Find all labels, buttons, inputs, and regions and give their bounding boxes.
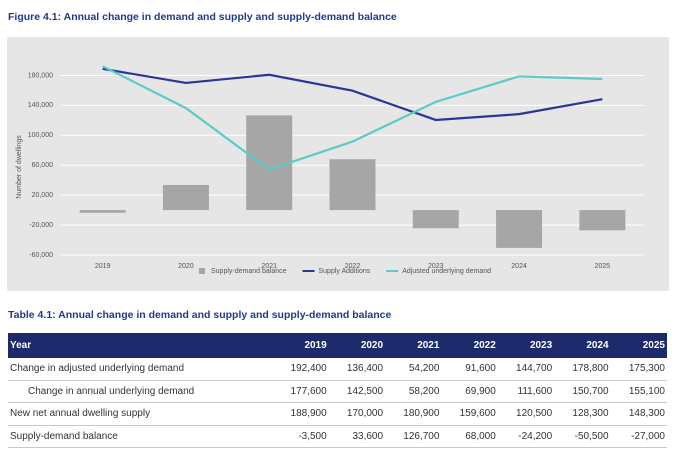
x-tick-label: 2025: [595, 263, 611, 270]
header-cell: 2020: [328, 333, 386, 358]
table-row: Change in annual underlying demand 177,60…: [8, 380, 667, 403]
table-cell: 180,900: [385, 402, 442, 426]
header-cell: 2023: [497, 333, 555, 358]
table-cell: 69,900: [441, 380, 498, 403]
table-row: Change in adjusted underlying demand 192,…: [8, 358, 667, 381]
table-cell: Change in annual underlying demand: [8, 380, 273, 403]
table-cell: 175,300: [610, 358, 667, 381]
table-cell: 120,500: [497, 402, 555, 426]
table-cell: 148,300: [610, 402, 667, 426]
line: [102, 67, 603, 122]
legend-label: Adjusted underlying demand: [402, 268, 491, 275]
table-cell: 188,900: [272, 402, 329, 426]
table-cell: 159,600: [441, 402, 498, 426]
table-cell: Supply-demand balance: [8, 425, 273, 448]
table-cell: 54,200: [385, 358, 442, 381]
y-tick-label: 140,000: [28, 102, 53, 109]
table-cell: 126,700: [385, 425, 442, 448]
x-tick-label: 2020: [178, 263, 194, 270]
bar: [329, 159, 376, 211]
table-header: Year 2019 2020 2021 2022 2023 2024 2025: [8, 333, 667, 358]
y-tick-label: 20,000: [32, 192, 54, 199]
table-cell: 192,400: [272, 358, 329, 381]
table-row: New net annual dwelling supply 188,900 170…: [8, 402, 667, 426]
table-cell: 58,200: [385, 380, 442, 403]
header-cell: Year: [8, 333, 273, 358]
table-cell: -50,500: [554, 425, 611, 448]
header-cell: 2024: [554, 333, 611, 358]
table-cell: 144,700: [497, 358, 555, 381]
table-cell: 155,100: [610, 380, 667, 403]
table-cell: New net annual dwelling supply: [8, 402, 273, 426]
y-tick-label: 100,000: [28, 132, 53, 139]
bar: [162, 184, 209, 211]
table-cell: 150,700: [554, 380, 611, 403]
header-cell: 2022: [441, 333, 498, 358]
legend-swatch: [199, 268, 205, 274]
header-cell: 2021: [385, 333, 442, 358]
x-tick-label: 2019: [95, 263, 111, 270]
table-cell: -3,500: [272, 425, 329, 448]
bar: [496, 210, 543, 248]
bar: [79, 210, 126, 213]
table-cell: 177,600: [272, 380, 329, 403]
y-tick-label: -60,000: [29, 252, 53, 259]
legend-label: Supply Additions: [319, 268, 371, 275]
y-axis-label: Number of dwellings: [16, 135, 23, 199]
x-tick-label: 2022: [345, 263, 361, 270]
header-cell: 2019: [272, 333, 329, 358]
bar: [246, 115, 293, 211]
x-tick-label: 2024: [511, 263, 527, 270]
table-cell: 170,000: [328, 402, 386, 426]
legend-label: Supply-demand balance: [211, 268, 287, 275]
table-row: Supply-demand balance -3,500 33,600 126,700…: [8, 425, 667, 448]
table-cell: 128,300: [554, 402, 611, 426]
x-tick-label: 2021: [261, 263, 277, 270]
x-tick-label: 2023: [428, 263, 444, 270]
table-cell: 33,600: [328, 425, 386, 448]
figure-title: Figure 4.1: Annual change in demand and …: [8, 11, 397, 23]
table-cell: 178,800: [554, 358, 611, 381]
y-tick-label: -20,000: [29, 222, 53, 229]
data-table: Year 2019 2020 2021 2022 2023 2024 2025 Change i…: [8, 333, 667, 448]
table-title: Table 4.1: Annual change in demand and s…: [8, 309, 392, 321]
chart: Number of dwellings -60,000 -20,000 20,000…: [7, 37, 669, 291]
table-cell: 136,400: [328, 358, 386, 381]
table-cell: 68,000: [441, 425, 498, 448]
table-cell: -24,200: [497, 425, 555, 448]
table-cell: 91,600: [441, 358, 498, 381]
table-cell: 111,600: [497, 380, 555, 403]
header-cell: 2025: [610, 333, 667, 358]
table-cell: Change in adjusted underlying demand: [8, 358, 273, 381]
table-cell: -27,000: [610, 425, 667, 448]
line: [102, 65, 603, 171]
bar: [412, 210, 459, 229]
table-cell: 142,500: [328, 380, 386, 403]
y-tick-label: 60,000: [32, 162, 54, 169]
bar: [579, 210, 626, 231]
y-tick-label: 180,000: [28, 72, 53, 79]
